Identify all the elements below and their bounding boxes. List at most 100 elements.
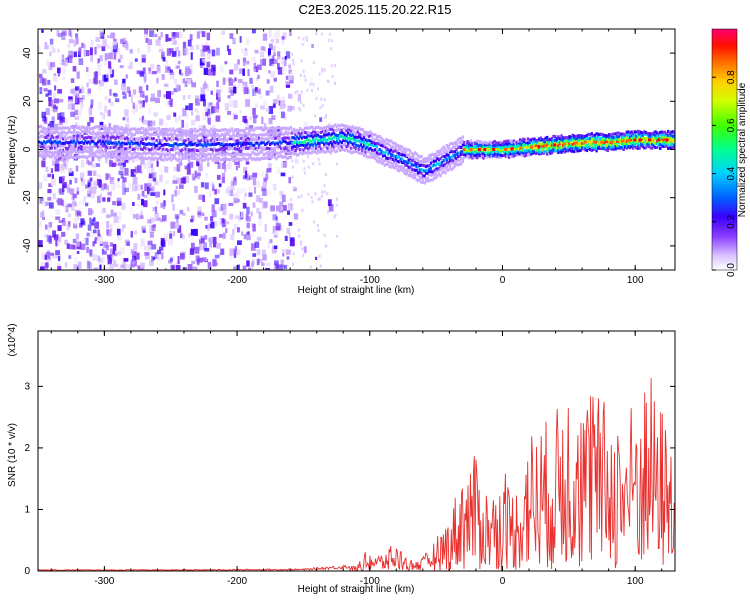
ridge-cell [130,156,133,160]
noise-cell [193,176,196,181]
ridge-cell [474,147,477,151]
noise-cell [179,209,184,215]
ridge-cell [289,126,293,130]
noise-cell [317,87,320,91]
ridge-cell [233,128,237,132]
ridge-cell [331,127,334,131]
ridge-cell [576,146,579,150]
ridge-cell [203,158,207,162]
ridge-cell [606,140,609,144]
noise-cell [103,241,109,248]
ridge-cell [353,145,356,149]
ridge-cell [257,126,261,130]
ridge-cell [584,145,587,149]
noise-cell [110,248,115,256]
noise-cell [109,242,114,247]
ridge-cell [303,144,307,148]
noise-cell [130,94,133,103]
noise-cell [119,146,124,153]
ridge-cell [225,157,229,161]
noise-cell [182,234,185,240]
ridge-cell [310,143,313,147]
ridge-cell [248,146,251,150]
ridge-cell [487,141,490,145]
ridge-cell [268,131,272,135]
ridge-cell [448,150,452,154]
noise-cell [200,182,205,188]
noise-cell [229,69,234,75]
ridge-cell [367,131,371,135]
ridge-cell [112,126,116,130]
ridge-cell [612,144,616,148]
ridge-cell [66,131,70,135]
ridge-cell [346,137,350,141]
noise-cell [180,253,185,260]
ridge-cell [428,164,431,168]
ridge-cell [245,153,248,157]
noise-cell [277,63,280,70]
noise-cell [182,176,187,183]
noise-cell [104,53,109,61]
ridge-cell [380,157,383,161]
ridge-cell [523,143,527,147]
ridge-cell [173,132,176,136]
ridge-cell [436,157,439,161]
ridge-cell [523,149,527,153]
ridge-cell [593,144,597,148]
ridge-cell [88,127,92,131]
ridge-cell [166,129,170,133]
ridge-cell [324,126,328,130]
noise-cell [112,92,117,97]
ridge-cell [576,137,579,141]
ridge-cell [260,150,264,154]
noise-cell [293,187,297,192]
ridge-cell [108,146,111,150]
ridge-cell [213,154,216,158]
noise-cell [190,52,193,60]
noise-cell [104,105,107,113]
ridge-cell [163,156,167,160]
noise-cell [79,223,83,228]
noise-cell [307,165,310,169]
ridge-cell [643,141,646,145]
ridge-cell [560,141,563,145]
ridge-cell [335,149,339,153]
noise-cell [148,260,154,266]
ridge-cell [517,144,520,148]
noise-cell [119,247,125,255]
noise-cell [117,58,121,63]
ridge-cell [41,150,44,154]
noise-cell [131,256,135,263]
ridge-cell [467,156,471,160]
ridge-cell [138,145,141,149]
ridge-cell [313,139,316,143]
ridge-cell [214,128,218,132]
noise-cell [139,215,144,220]
ridge-cell [364,150,367,154]
noise-cell [275,225,280,231]
ridge-cell [377,134,380,138]
noise-cell [93,186,97,195]
noise-cell [39,221,42,228]
noise-cell [191,260,196,265]
ridge-cell [407,153,410,157]
ridge-cell [399,167,402,171]
noise-cell [55,250,60,255]
ridge-cell [182,132,186,136]
ridge-cell [585,140,589,144]
ridge-cell [635,130,638,134]
ridge-cell [74,132,78,136]
noise-cell [105,173,109,180]
ridge-cell [549,147,552,151]
noise-cell [136,184,141,191]
ridge-cell [114,149,117,153]
ridge-cell [397,169,401,173]
noise-cell [57,235,62,242]
ridge-cell [66,146,70,150]
ridge-cell [627,130,630,134]
ridge-cell [294,149,297,153]
ridge-cell [66,136,70,140]
ridge-cell [155,147,159,151]
ridge-cell [92,145,95,149]
ridge-cell [533,142,536,146]
